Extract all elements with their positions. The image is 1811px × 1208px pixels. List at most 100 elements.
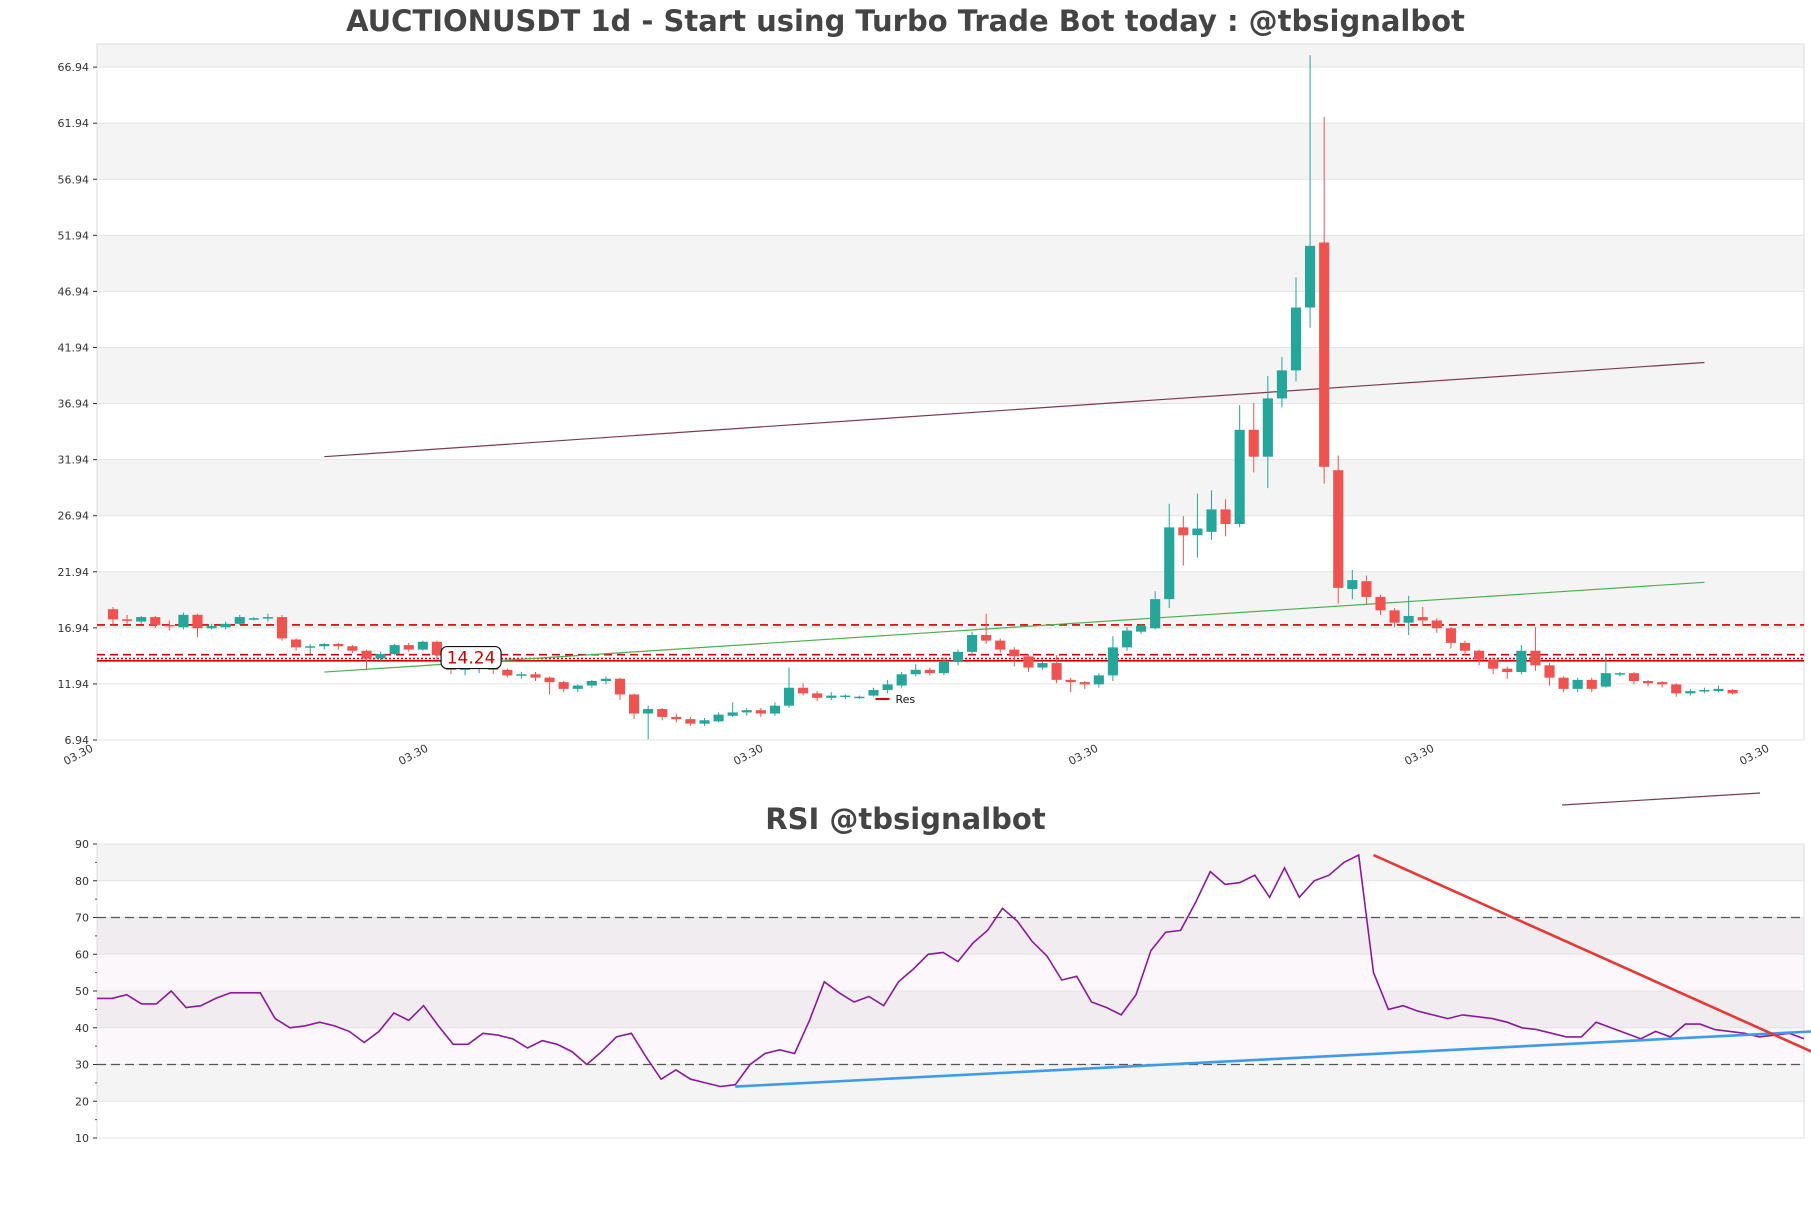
legend-res-label: Res — [896, 693, 916, 706]
candle-body — [741, 710, 752, 713]
candle-body — [389, 645, 400, 655]
price-tick-label: 16.94 — [58, 622, 90, 635]
rsi-tick-label: 70 — [75, 912, 89, 925]
candle-body — [206, 626, 217, 629]
candle-body — [840, 695, 851, 698]
candle-body — [1628, 673, 1640, 682]
candle-body — [1643, 681, 1654, 684]
candle-body — [347, 646, 358, 651]
candle-body — [896, 674, 907, 686]
candle-body — [1079, 682, 1090, 685]
candle-body — [868, 689, 879, 696]
candle-body — [262, 617, 273, 619]
candle-body — [1037, 663, 1048, 668]
price-band — [97, 123, 1804, 180]
candle-body — [1488, 659, 1499, 669]
candle-body — [1136, 626, 1147, 632]
candle-body — [1403, 615, 1414, 623]
rsi-tick-label: 20 — [75, 1095, 89, 1108]
rsi-tick-label: 90 — [75, 838, 89, 851]
price-label-box — [440, 645, 502, 670]
candle-body — [1276, 370, 1287, 399]
rsi-tick-label: 60 — [75, 948, 89, 961]
price-tick-label: 31.94 — [58, 454, 90, 467]
candle-body — [122, 619, 133, 621]
candle-body — [361, 650, 372, 659]
candle-body — [1051, 663, 1062, 680]
candle-body — [530, 674, 541, 678]
price-band — [97, 347, 1804, 404]
price-tick-label: 26.94 — [58, 510, 90, 523]
candle-body — [136, 617, 147, 622]
rsi-trendline — [735, 1030, 1811, 1088]
candle-body — [319, 644, 330, 647]
rsi-tick-label: 80 — [75, 875, 89, 888]
candle-body — [1164, 527, 1175, 600]
price-x-tick-label: 03.30 — [1402, 742, 1436, 768]
candle-body — [150, 617, 161, 625]
candle-body — [1262, 398, 1273, 457]
candle-body — [629, 694, 640, 714]
candle-body — [1248, 429, 1259, 457]
candle-body — [1431, 620, 1442, 629]
candle-body — [769, 705, 780, 714]
rsi-line — [97, 853, 1805, 1088]
candle-body — [1305, 245, 1316, 308]
candle-body — [192, 614, 203, 629]
candle-body — [1220, 509, 1231, 524]
price-band — [97, 459, 1804, 516]
candle-body — [1657, 682, 1668, 685]
candle-body — [431, 641, 442, 656]
price-tick-label: 6.94 — [65, 734, 90, 747]
rsi-tick-label: 40 — [75, 1022, 89, 1035]
candle-body — [516, 674, 527, 676]
candle-body — [1375, 596, 1386, 611]
candle-body — [1178, 527, 1189, 536]
candle-body — [826, 695, 837, 698]
candle-body — [1333, 470, 1344, 588]
chart-title: AUCTIONUSDT 1d - Start using Turbo Trade… — [346, 4, 1465, 38]
candle-body — [1107, 647, 1118, 676]
candle-body — [417, 641, 428, 650]
candle-body — [1474, 650, 1485, 660]
candle-body — [1699, 689, 1710, 692]
candle-body — [1389, 610, 1400, 623]
candle-body — [333, 644, 344, 647]
candle-body — [248, 618, 259, 620]
candle-body — [558, 682, 569, 689]
candle-body — [1671, 684, 1682, 694]
candle-body — [1206, 509, 1217, 532]
candle-body — [812, 693, 823, 698]
candle-body — [783, 687, 795, 706]
candle-body — [403, 645, 414, 650]
price-tick-label: 66.94 — [58, 61, 90, 74]
candle-body — [1530, 650, 1541, 666]
price-tick-label: 46.94 — [58, 285, 90, 298]
price-tick-label: 61.94 — [58, 117, 90, 130]
candle-body — [305, 646, 316, 648]
candle-body — [276, 617, 288, 639]
rsi-tick-label: 10 — [75, 1132, 89, 1145]
candle-body — [1234, 429, 1245, 524]
candle-body — [685, 719, 696, 724]
price-x-tick-label: 03.30 — [396, 742, 430, 768]
price-band — [97, 44, 1804, 68]
candle-body — [952, 651, 964, 662]
candle-body — [107, 609, 119, 620]
candle-body — [1586, 679, 1597, 689]
price-band — [97, 571, 1804, 628]
candle-body — [1713, 688, 1724, 692]
candle-body — [1347, 580, 1358, 590]
candle-body — [1417, 617, 1428, 621]
candle-body — [1445, 628, 1456, 643]
candle-body — [1600, 673, 1611, 687]
rsi-trendline — [1373, 853, 1811, 1053]
candle-body — [234, 617, 245, 624]
price-x-tick-label: 03.30 — [1737, 742, 1771, 768]
candle-body — [938, 661, 949, 674]
price-tick-label: 56.94 — [58, 173, 90, 186]
candle-body — [1516, 650, 1527, 673]
price-tick-label: 36.94 — [58, 398, 90, 411]
candle-body — [1727, 689, 1738, 694]
